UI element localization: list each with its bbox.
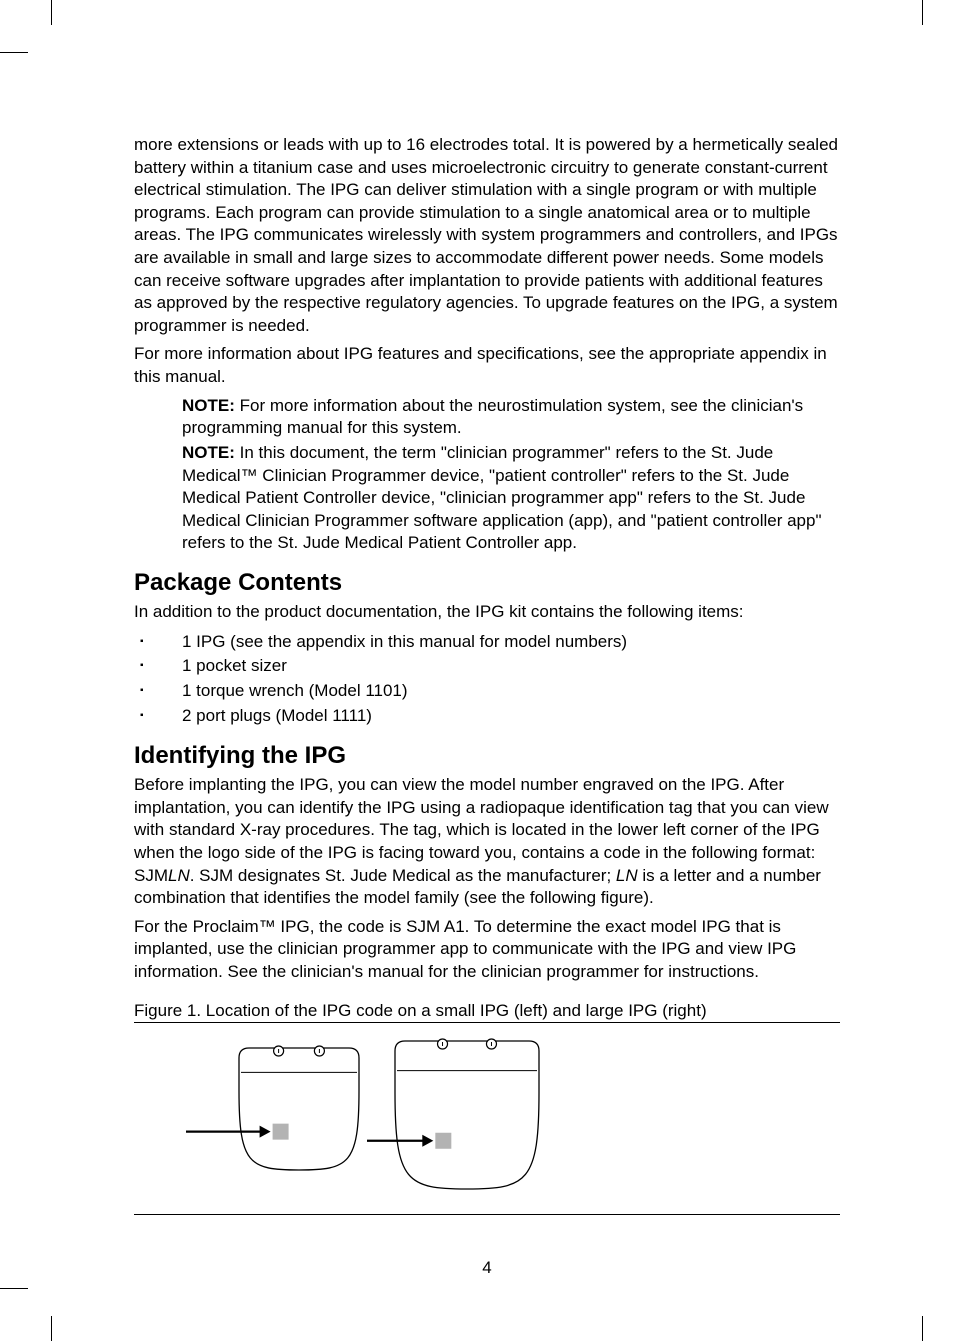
- crop-mark: [922, 1316, 923, 1341]
- crop-mark: [922, 0, 923, 25]
- list-item: 1 pocket sizer: [134, 654, 840, 679]
- body-paragraph: For the Proclaim™ IPG, the code is SJM A…: [134, 916, 840, 984]
- text-run: . SJM designates St. Jude Medical as the…: [190, 866, 616, 885]
- body-paragraph: more extensions or leads with up to 16 e…: [134, 134, 840, 337]
- crop-mark: [0, 52, 28, 53]
- body-paragraph: Before implanting the IPG, you can view …: [134, 774, 840, 910]
- body-paragraph: For more information about IPG features …: [134, 343, 840, 388]
- note-block: NOTE: For more information about the neu…: [182, 395, 840, 440]
- heading-identifying-ipg: Identifying the IPG: [134, 742, 840, 770]
- note-block: NOTE: In this document, the term "clinic…: [182, 442, 840, 555]
- page-number: 4: [0, 1258, 974, 1278]
- figure-svg-wrap: [174, 1033, 840, 1204]
- page-content: more extensions or leads with up to 16 e…: [134, 134, 840, 1215]
- list-item: 2 port plugs (Model 1111): [134, 704, 840, 729]
- crop-mark: [51, 0, 52, 25]
- ipg-diagram: [174, 1033, 544, 1199]
- heading-package-contents: Package Contents: [134, 569, 840, 597]
- note-text: In this document, the term "clinician pr…: [182, 443, 822, 552]
- figure-caption: Figure 1. Location of the IPG code on a …: [134, 1000, 840, 1024]
- package-list: 1 IPG (see the appendix in this manual f…: [134, 630, 840, 729]
- list-item: 1 torque wrench (Model 1101): [134, 679, 840, 704]
- text-run-italic: LN: [616, 866, 638, 885]
- note-label: NOTE:: [182, 396, 235, 415]
- note-text: For more information about the neurostim…: [182, 396, 803, 438]
- body-paragraph: In addition to the product documentation…: [134, 601, 840, 624]
- crop-mark: [51, 1316, 52, 1341]
- list-item: 1 IPG (see the appendix in this manual f…: [134, 630, 840, 655]
- crop-mark: [0, 1288, 28, 1289]
- text-run-italic: LN: [168, 866, 190, 885]
- figure-area: [134, 1033, 840, 1215]
- note-label: NOTE:: [182, 443, 235, 462]
